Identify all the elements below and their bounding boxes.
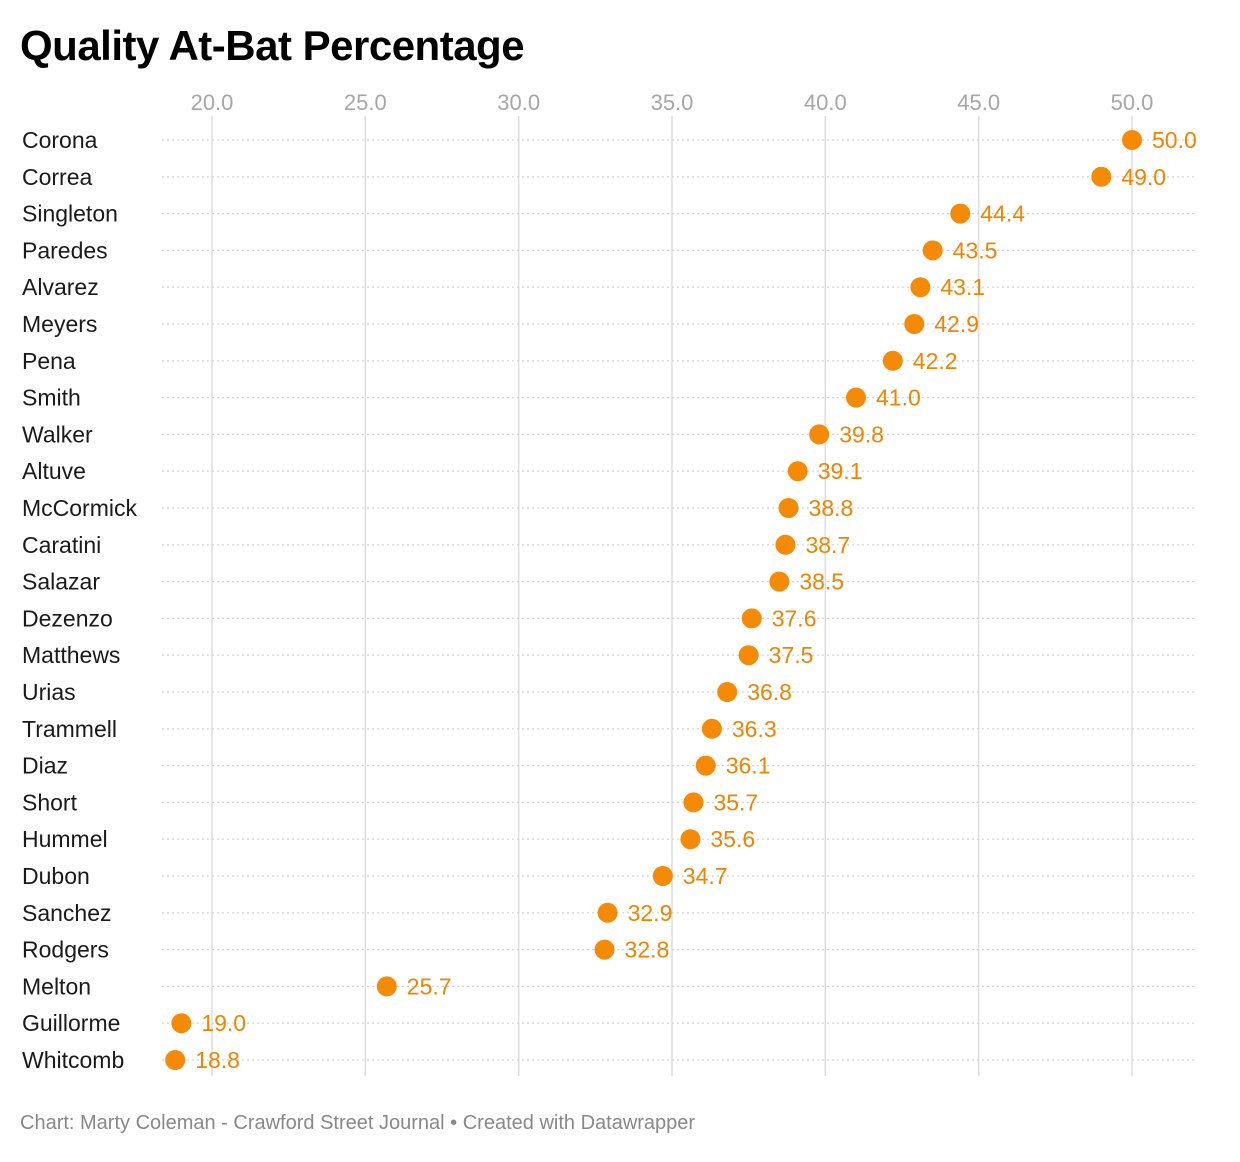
value-label-trammell: 36.3 (732, 716, 777, 742)
value-label-salazar: 38.5 (799, 569, 844, 595)
dot-plot-chart: 20.0 25.0 30.0 35.0 40.0 45.0 50.0 Corona Corre… (22, 90, 1197, 1076)
row-label-dubon: Dubon (22, 863, 90, 889)
row-label-salazar: Salazar (22, 569, 100, 595)
value-label-mccormick: 38.8 (809, 495, 854, 521)
row-label-walker: Walker (22, 421, 93, 447)
row-label-whitcomb: Whitcomb (22, 1047, 124, 1073)
row-label-meyers: Meyers (22, 311, 97, 337)
value-label-urias: 36.8 (747, 679, 792, 705)
row-label-mccormick: McCormick (22, 495, 137, 521)
data-point-smith (846, 387, 866, 408)
value-label-caratini: 38.7 (805, 532, 850, 558)
value-label-dubon: 34.7 (683, 863, 728, 889)
value-label-diaz: 36.1 (726, 753, 771, 779)
row-label-melton: Melton (22, 973, 91, 999)
row-label-short: Short (22, 789, 78, 815)
data-point-paredes (922, 240, 943, 261)
data-point-pena (882, 350, 903, 371)
data-point-meyers (904, 314, 925, 334)
data-point-dubon (652, 866, 673, 886)
row-label-paredes: Paredes (22, 237, 108, 263)
value-label-pena: 42.2 (913, 348, 958, 374)
value-label-alvarez: 43.1 (940, 274, 985, 300)
value-label-dezenzo: 37.6 (772, 605, 817, 631)
value-label-walker: 39.8 (839, 421, 884, 447)
row-label-trammell: Trammell (22, 716, 117, 742)
row-label-urias: Urias (22, 679, 76, 705)
row-label-correa: Correa (22, 164, 93, 190)
row-label-sanchez: Sanchez (22, 900, 112, 926)
value-label-whitcomb: 18.8 (195, 1047, 240, 1073)
row-label-pena: Pena (22, 348, 76, 374)
value-label-rodgers: 32.8 (625, 937, 670, 963)
value-label-singleton: 44.4 (980, 201, 1025, 227)
value-label-short: 35.7 (713, 789, 758, 815)
data-points (165, 130, 1142, 1070)
value-label-sanchez: 32.9 (628, 900, 673, 926)
row-label-matthews: Matthews (22, 642, 120, 668)
x-tick-label: 25.0 (344, 90, 387, 115)
data-point-dezenzo (741, 608, 762, 629)
data-point-walker (809, 424, 830, 445)
row-label-altuve: Altuve (22, 458, 86, 484)
row-label-smith: Smith (22, 385, 81, 411)
data-point-singleton (950, 203, 971, 224)
data-point-short (683, 792, 704, 813)
chart-title: Quality At-Bat Percentage (20, 22, 525, 69)
value-label-hummel: 35.6 (710, 826, 755, 852)
data-point-hummel (680, 829, 701, 850)
value-labels: 50.0 49.0 44.4 43.5 43.1 42.9 42.2 41.0 39.8 39.1… (195, 127, 1197, 1073)
data-point-trammell (701, 718, 722, 739)
data-point-sanchez (597, 902, 618, 923)
data-point-corona (1122, 130, 1142, 150)
row-labels: Corona Correa Singleton Paredes Alvarez Meyer… (22, 127, 137, 1073)
data-point-caratini (775, 534, 796, 555)
data-point-correa (1091, 166, 1112, 187)
row-label-caratini: Caratini (22, 532, 101, 558)
value-label-corona: 50.0 (1152, 127, 1197, 153)
data-point-guillorme (171, 1013, 192, 1034)
row-label-dezenzo: Dezenzo (22, 605, 113, 631)
footer-tool: Created with Datawrapper (462, 1112, 696, 1134)
value-label-smith: 41.0 (876, 385, 921, 411)
x-tick-label: 20.0 (191, 90, 234, 115)
value-label-matthews: 37.5 (769, 642, 814, 668)
value-label-guillorme: 19.0 (201, 1010, 246, 1036)
x-tick-label: 30.0 (497, 90, 540, 115)
data-point-salazar (769, 571, 790, 592)
chart-footer: Chart: Marty Coleman - Crawford Street J… (20, 1112, 695, 1135)
value-label-meyers: 42.9 (934, 311, 979, 337)
data-point-melton (376, 976, 397, 997)
x-tick-label: 35.0 (651, 90, 694, 115)
x-tick-label: 50.0 (1111, 90, 1154, 115)
footer-credit: Chart: Marty Coleman - Crawford Street J… (20, 1112, 445, 1134)
row-label-corona: Corona (22, 127, 98, 153)
row-label-guillorme: Guillorme (22, 1010, 120, 1036)
row-label-singleton: Singleton (22, 201, 118, 227)
footer-separator: • (450, 1112, 458, 1134)
x-axis-ticks: 20.0 25.0 30.0 35.0 40.0 45.0 50.0 (191, 90, 1154, 115)
data-point-alvarez (910, 277, 931, 298)
row-guides (162, 139, 1196, 1061)
data-point-urias (717, 682, 738, 702)
data-point-altuve (787, 461, 808, 482)
row-label-diaz: Diaz (22, 753, 68, 779)
row-label-alvarez: Alvarez (22, 274, 99, 300)
value-label-paredes: 43.5 (953, 237, 998, 263)
row-label-hummel: Hummel (22, 826, 108, 852)
data-point-mccormick (778, 498, 799, 518)
x-tick-label: 45.0 (957, 90, 1000, 115)
value-label-altuve: 39.1 (818, 458, 863, 484)
row-label-rodgers: Rodgers (22, 937, 109, 963)
data-point-diaz (695, 755, 716, 776)
value-label-correa: 49.0 (1121, 164, 1166, 190)
x-tick-label: 40.0 (804, 90, 847, 115)
data-point-whitcomb (165, 1050, 186, 1070)
data-point-rodgers (594, 939, 615, 960)
gridlines (211, 116, 1133, 1076)
value-label-melton: 25.7 (407, 973, 452, 999)
data-point-matthews (738, 645, 759, 666)
